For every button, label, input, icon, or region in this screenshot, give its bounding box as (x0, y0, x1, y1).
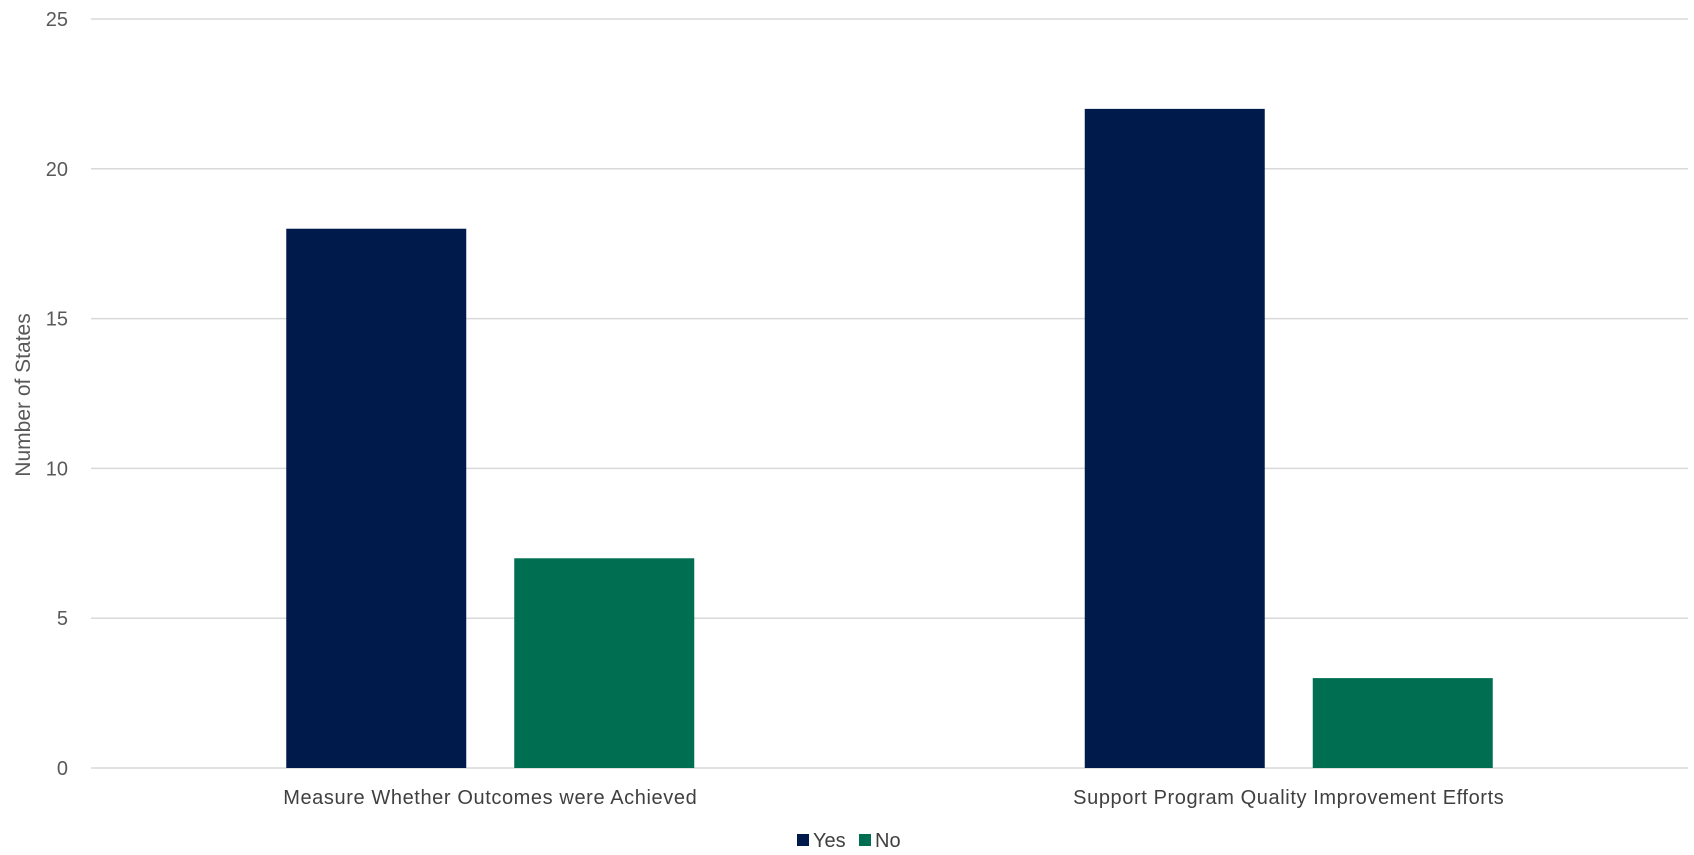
legend-item-no: No (859, 830, 901, 852)
y-tick-label: 15 (46, 309, 68, 331)
y-tick-label: 20 (46, 159, 68, 181)
y-tick-label: 25 (46, 9, 68, 31)
x-category-label: Measure Whether Outcomes were Achieved (283, 787, 697, 809)
legend-label: Yes (813, 830, 846, 852)
y-tick-label: 5 (57, 608, 68, 630)
y-axis-ticks: 0 5 10 15 20 25 (46, 9, 68, 780)
x-axis-categories: Measure Whether Outcomes were Achieved Su… (283, 787, 1504, 809)
y-axis-title: Number of States (12, 313, 35, 476)
legend-label: No (875, 830, 901, 852)
legend-item-yes: Yes (797, 830, 846, 852)
bar-no-1 (514, 558, 695, 768)
legend: Yes No (797, 830, 901, 852)
x-category-label: Support Program Quality Improvement Effo… (1073, 787, 1504, 809)
legend-swatch (797, 834, 809, 846)
y-tick-label: 0 (57, 758, 68, 780)
bar-yes-1 (286, 228, 467, 769)
bar-yes-2 (1084, 108, 1265, 768)
bars (286, 108, 1493, 769)
bar-no-2 (1312, 678, 1493, 768)
y-tick-label: 10 (46, 458, 68, 480)
legend-swatch (859, 834, 871, 846)
